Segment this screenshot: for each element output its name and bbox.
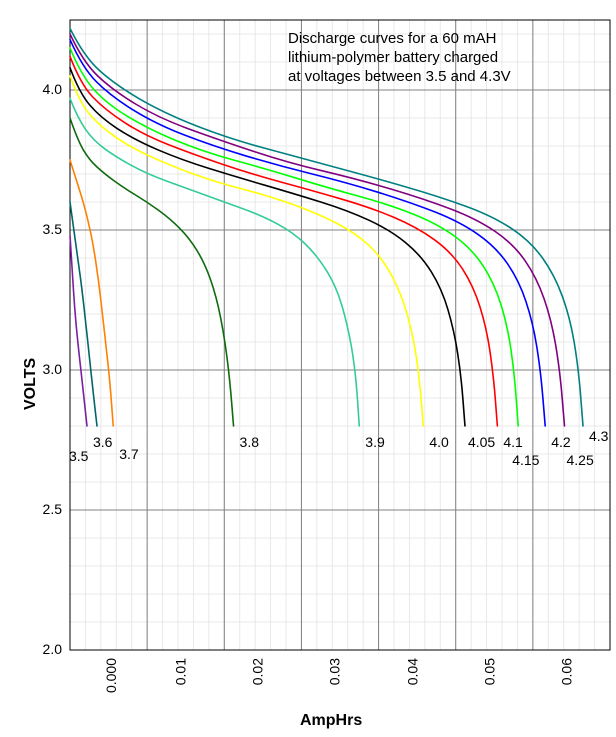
x-tick-label: 0.04: [404, 658, 420, 685]
curve-label: 4.2: [551, 434, 570, 450]
x-tick-label: 0.01: [172, 658, 188, 685]
x-tick-label: 0.000: [103, 658, 119, 693]
discharge-curves-chart: [0, 0, 616, 737]
curve-label: 4.05: [468, 434, 495, 450]
y-tick-label: 2.0: [32, 641, 62, 657]
y-tick-label: 3.0: [32, 361, 62, 377]
curve-label: 4.0: [429, 434, 448, 450]
curve-label: 3.5: [69, 448, 88, 464]
x-axis-label: AmpHrs: [300, 712, 362, 730]
chart-title: Discharge curves for a 60 mAH lithium-po…: [288, 30, 511, 86]
x-tick-label: 0.05: [481, 658, 497, 685]
x-tick-label: 0.02: [250, 658, 266, 685]
curve-label: 3.6: [93, 434, 112, 450]
curve-label: 4.1: [503, 434, 522, 450]
curve-label: 3.9: [365, 434, 384, 450]
x-tick-label: 0.03: [327, 658, 343, 685]
curve-label: 4.3: [589, 428, 608, 444]
y-tick-label: 3.5: [32, 221, 62, 237]
curve-label: 3.7: [119, 446, 138, 462]
curve-label: 4.25: [566, 452, 593, 468]
curve-label: 4.15: [512, 452, 539, 468]
curve-label: 3.8: [240, 434, 259, 450]
y-tick-label: 4.0: [32, 81, 62, 97]
x-tick-label: 0.06: [558, 658, 574, 685]
y-tick-label: 2.5: [32, 501, 62, 517]
